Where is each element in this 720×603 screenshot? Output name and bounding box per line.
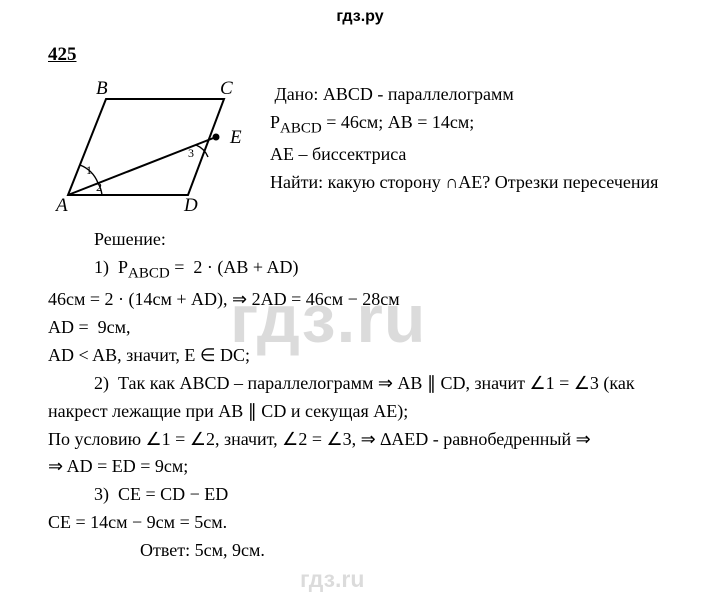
angle-2: 2: [96, 180, 102, 194]
solution-step6: накрест лежащие при AB ∥ CD и секущая AE…: [48, 398, 692, 426]
solution-answer: Ответ: 5см, 9см.: [48, 537, 692, 565]
problem-number: 425: [48, 40, 692, 69]
solution-block: Решение: 1) PABCD = 2 · (AB + AD) 46см =…: [48, 226, 692, 565]
solution-step5: 2) Так как ABCD – параллелограмм ⇒ AB ∥ …: [48, 370, 692, 398]
angle-1: 1: [86, 163, 92, 177]
angle-3: 3: [188, 146, 194, 160]
solution-step1: 1) PABCD = 2 · (AB + AD): [48, 254, 692, 286]
solution-step4: AD < AB, значит, E ∈ DC;: [48, 342, 692, 370]
site-name: гдз.ру: [336, 8, 383, 25]
site-header: гдз.ру: [0, 0, 720, 26]
label-D: D: [183, 195, 198, 215]
watermark-small: гдз.ru: [300, 566, 364, 593]
given-block: Дано: ABCD - параллелограмм PABCD = 46см…: [270, 77, 692, 197]
solution-step7: По условию ∠1 = ∠2, значит, ∠2 = ∠3, ⇒ ∆…: [48, 426, 692, 454]
solution-step9: 3) CE = CD − ED: [48, 481, 692, 509]
solution-heading: Решение:: [48, 226, 692, 254]
label-A: A: [54, 195, 68, 215]
label-C: C: [220, 78, 233, 99]
label-B: B: [96, 78, 108, 99]
solution-step10: CE = 14см − 9см = 5см.: [48, 509, 692, 537]
given-line2: PABCD = 46см; AB = 14см;: [270, 109, 692, 141]
solution-step3: AD = 9см,: [48, 314, 692, 342]
solution-step8: ⇒ AD = ED = 9см;: [48, 453, 692, 481]
problem-content: 425 B C E A D 1: [0, 26, 720, 565]
given-line1: Дано: ABCD - параллелограмм: [270, 81, 692, 109]
given-line4: Найти: какую сторону ∩AE? Отрезки пересе…: [270, 169, 692, 197]
top-row: B C E A D 1 2 3 Дано: ABCD - параллелогр…: [48, 77, 692, 224]
given-line3: AE – биссектриса: [270, 141, 692, 169]
solution-step2: 46см = 2 · (14см + AD), ⇒ 2AD = 46см − 2…: [48, 286, 692, 314]
parallelogram-diagram: B C E A D 1 2 3: [48, 77, 246, 224]
label-E: E: [229, 127, 242, 148]
